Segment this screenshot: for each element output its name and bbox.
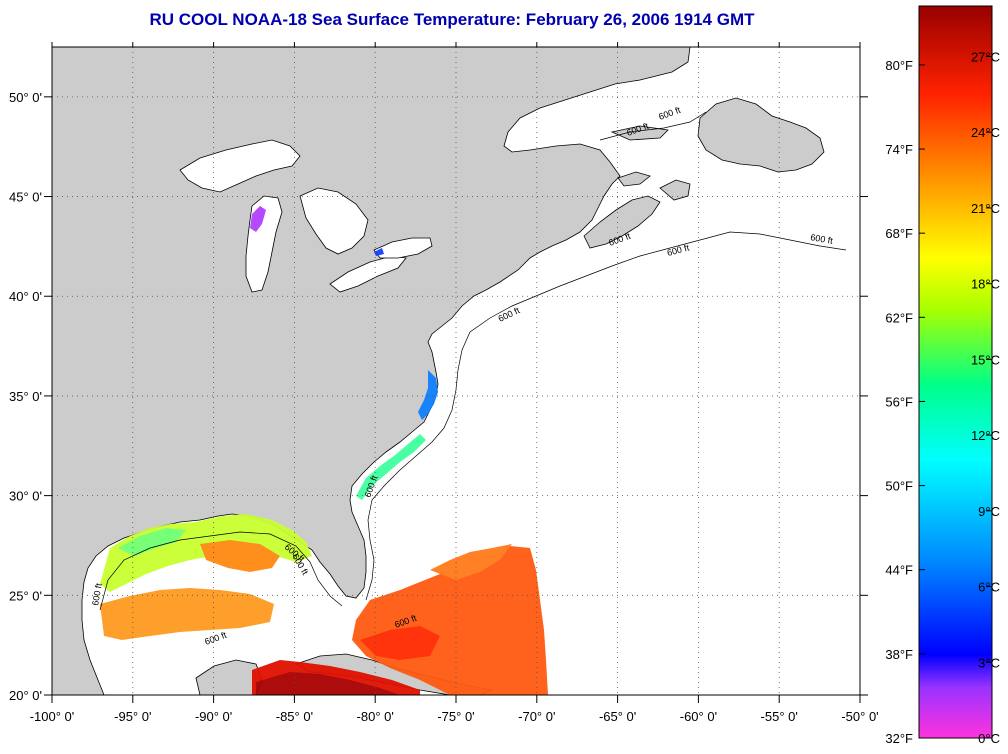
- sst-field: [100, 206, 548, 695]
- colorbar: [918, 5, 993, 739]
- colorbar-fahrenheit-label: 32°F: [885, 731, 913, 746]
- lon-tick-label: -70° 0': [518, 709, 555, 724]
- land-cape-breton: [659, 179, 691, 201]
- sst-atlantic-warm-north: [430, 544, 512, 580]
- lat-tick-label: 45° 0': [9, 190, 42, 205]
- lon-tick-label: -90° 0': [195, 709, 232, 724]
- colorbar-celsius-label: 18°C: [971, 277, 1000, 292]
- map-title: RU COOL NOAA-18 Sea Surface Temperature:…: [149, 10, 755, 29]
- lat-tick-label: 40° 0': [9, 289, 42, 304]
- lat-tick-label: 25° 0': [9, 588, 42, 603]
- colorbar-celsius-label: 15°C: [971, 352, 1000, 367]
- lon-tick-label: -75° 0': [437, 709, 474, 724]
- sst-lake-michigan-purple: [250, 206, 266, 232]
- lon-tick-label: -65° 0': [599, 709, 636, 724]
- colorbar-celsius-label: 24°C: [971, 125, 1000, 140]
- colorbar-fahrenheit-label: 50°F: [885, 479, 913, 494]
- sst-florida-straits-red: [360, 626, 440, 660]
- colorbar-celsius-label: 21°C: [971, 201, 1000, 216]
- lat-tick-label: 20° 0': [9, 688, 42, 703]
- sst-gulf-north-green: [118, 528, 186, 556]
- isobath-label: 600 ft: [810, 232, 834, 246]
- lat-tick-label: 50° 0': [9, 90, 42, 105]
- map-area: [52, 47, 860, 695]
- lon-tick-label: -100° 0': [30, 709, 75, 724]
- colorbar-fahrenheit-label: 62°F: [885, 310, 913, 325]
- sst-gulf-west-orange: [100, 588, 274, 640]
- sst-gulf-south-darkred: [256, 672, 400, 695]
- colorbar-celsius-ticks: 0°C 3°C 6°C 9°C 12°C 15°C 18°C 21°C 24°C 27°C: [971, 49, 1000, 746]
- lake-ontario: [373, 237, 433, 259]
- lat-tick-label: 35° 0': [9, 389, 42, 404]
- isobath-600ft: [99, 231, 847, 611]
- land-newfoundland: [697, 97, 825, 173]
- sst-lake-erie-blue: [374, 248, 384, 256]
- colorbar-celsius-label: 9°C: [978, 504, 1000, 519]
- colorbar-fahrenheit-label: 38°F: [885, 647, 913, 662]
- colorbar-celsius-label: 0°C: [978, 731, 1000, 746]
- sst-east-coast-blue: [418, 370, 438, 420]
- lon-tick-label: -85° 0': [276, 709, 313, 724]
- land-nova-scotia: [583, 195, 661, 249]
- colorbar-fahrenheit-label: 80°F: [885, 58, 913, 73]
- lon-tick-label: -55° 0': [761, 709, 798, 724]
- lon-tick-label: -80° 0': [357, 709, 394, 724]
- lat-tick-label: 30° 0': [9, 489, 42, 504]
- sst-gulf-orange-center: [200, 540, 280, 572]
- latitude-axis: 20° 0' 25° 0' 30° 0' 35° 0' 40° 0' 45° 0' 50° …: [9, 90, 868, 703]
- lake-erie: [329, 255, 407, 293]
- sst-east-coast-green: [356, 434, 426, 500]
- lon-tick-label: -60° 0': [680, 709, 717, 724]
- colorbar-fahrenheit-label: 44°F: [885, 563, 913, 578]
- colorbar-fahrenheit-label: 56°F: [885, 394, 913, 409]
- lake-huron: [299, 187, 369, 255]
- map-grid: [52, 47, 860, 695]
- isobath-label: 600 ft: [90, 582, 104, 606]
- isobath-600ft-gulf-stlawrence: [599, 111, 707, 141]
- colorbar-celsius-label: 3°C: [978, 655, 1000, 670]
- lon-tick-label: -50° 0': [841, 709, 878, 724]
- land-pei: [617, 171, 651, 187]
- colorbar-celsius-label: 6°C: [978, 580, 1000, 595]
- colorbar-fahrenheit-label: 68°F: [885, 226, 913, 241]
- colorbar-celsius-label: 12°C: [971, 428, 1000, 443]
- colorbar-celsius-label: 27°C: [971, 49, 1000, 64]
- lake-superior: [179, 139, 301, 193]
- colorbar-fahrenheit-ticks: 32°F 38°F 44°F 50°F 56°F 62°F 68°F 74°F 80°F: [885, 58, 925, 746]
- colorbar-fahrenheit-label: 74°F: [885, 142, 913, 157]
- lon-tick-label: -95° 0': [114, 709, 151, 724]
- longitude-axis: -100° 0' -95° 0' -90° 0' -85° 0' -80° 0' -75°…: [30, 42, 879, 724]
